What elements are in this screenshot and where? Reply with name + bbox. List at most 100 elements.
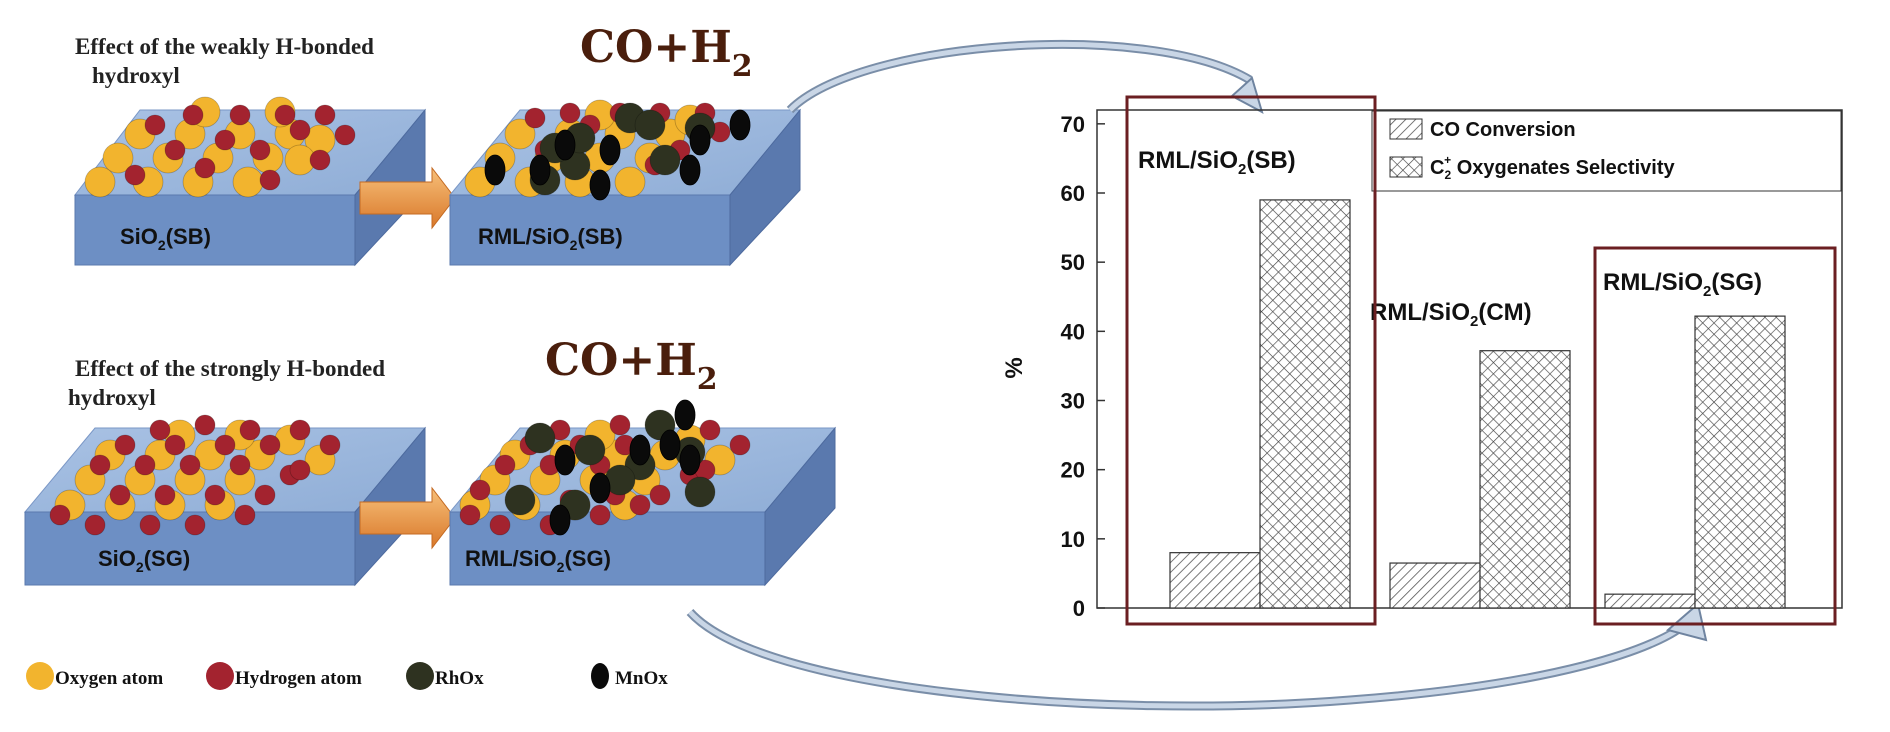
- category-label-2: RML/SiO2(CM): [1370, 299, 1532, 330]
- connector-arrow-bottom-highlight: [688, 610, 1692, 709]
- hydrogen-atom: [179, 454, 201, 476]
- bar-selectivity-3: [1694, 315, 1786, 609]
- hydrogen-atom: [184, 514, 206, 536]
- legend-label-hydrogen-atom: Hydrogen atom: [235, 668, 362, 689]
- connector-arrow-bottom: [686, 608, 1694, 711]
- top-title-line2: hydroxyl: [92, 63, 180, 88]
- hydrogen-atom: [149, 419, 171, 441]
- mnox-particle: [529, 154, 551, 186]
- hydrogen-atom: [289, 119, 311, 141]
- legend-swatch-co: [1389, 118, 1423, 140]
- hydrogen-atom: [164, 434, 186, 456]
- hydrogen-atom: [559, 102, 581, 124]
- slab-rml-sio2-sb: [448, 99, 802, 267]
- atom-layer-rml-sb: [464, 99, 751, 201]
- connector-arrowhead-top: [1230, 76, 1264, 115]
- mnox-particle: [589, 472, 611, 504]
- mnox-particle: [549, 504, 571, 536]
- gas-label-bottom: CO+H2: [545, 335, 718, 397]
- bar-selectivity-1: [1259, 199, 1351, 609]
- hydrogen-atom: [204, 484, 226, 506]
- oxygen-atom: [84, 166, 116, 198]
- atom-layer-sio2-sg: [49, 414, 341, 536]
- hydrogen-atom: [699, 419, 721, 441]
- highlight-box-sg: [1593, 246, 1837, 626]
- hydrogen-atom: [289, 419, 311, 441]
- hydrogen-atom: [182, 104, 204, 126]
- legend-label-rhox: RhOx: [435, 668, 484, 689]
- rhox-particle: [574, 434, 606, 466]
- highlight-box-sb: [1125, 95, 1377, 626]
- y-tick-label: 0: [1073, 596, 1085, 621]
- hydrogen-atom: [469, 479, 491, 501]
- hydrogen-atom: [214, 129, 236, 151]
- y-axis-label: %: [1001, 357, 1028, 378]
- hydrogen-atom: [494, 454, 516, 476]
- hydrogen-atom: [234, 504, 256, 526]
- hydrogen-atom: [254, 484, 276, 506]
- hydrogen-atom: [84, 514, 106, 536]
- mnox-particle: [554, 444, 576, 476]
- legend-swatch-hydrogen-atom: [206, 662, 234, 690]
- category-labels: RML/SiO2(SB) RML/SiO2(CM) RML/SiO2(SG): [1138, 147, 1762, 330]
- hydrogen-atom: [489, 514, 511, 536]
- y-tick-label: 60: [1061, 181, 1085, 206]
- category-label-1: RML/SiO2(SB): [1138, 147, 1296, 178]
- mnox-particle: [674, 399, 696, 431]
- y-tick-label: 70: [1061, 112, 1085, 137]
- hydrogen-atom: [629, 494, 651, 516]
- oxygen-atom: [232, 166, 264, 198]
- mnox-particle: [679, 444, 701, 476]
- support-label-sb: SiO2(SB): [120, 224, 211, 253]
- hydrogen-atom: [319, 434, 341, 456]
- hydrogen-atom: [259, 434, 281, 456]
- hydrogen-atom: [589, 504, 611, 526]
- hydrogen-atom: [89, 454, 111, 476]
- hydrogen-atom: [134, 454, 156, 476]
- hydrogen-atom: [214, 434, 236, 456]
- hydrogen-atom: [144, 114, 166, 136]
- bar-co-conversion-1: [1169, 552, 1261, 609]
- hydrogen-atom: [259, 169, 281, 191]
- hydrogen-atom: [239, 419, 261, 441]
- hydrogen-atom: [124, 164, 146, 186]
- oxygen-atom: [504, 118, 536, 150]
- chart-legend-box: [1371, 110, 1842, 192]
- hydrogen-atom: [109, 484, 131, 506]
- legend-swatch-rhox: [406, 662, 434, 690]
- bottom-title-line1: Effect of the strongly H-bonded: [75, 356, 385, 381]
- hydrogen-atom: [524, 107, 546, 129]
- hydrogen-atom: [249, 139, 271, 161]
- mnox-particle: [679, 154, 701, 186]
- catalyst-label-sg: RML/SiO2(SG): [465, 546, 611, 575]
- oxygen-atom: [614, 166, 646, 198]
- legend-swatch-oxygen-atom: [26, 662, 54, 690]
- legend-label-oxygen-atom: Oxygen atom: [55, 668, 163, 689]
- hydrogen-atom: [274, 104, 296, 126]
- mnox-particle: [484, 154, 506, 186]
- mnox-particle: [599, 134, 621, 166]
- rhox-particle: [634, 109, 666, 141]
- process-arrow-top: [359, 166, 456, 230]
- legend-label-selectivity: C2+ Oxygenates Selectivity: [1430, 153, 1675, 182]
- hydrogen-atom: [49, 504, 71, 526]
- hydrogen-atom: [229, 104, 251, 126]
- bar-chart: % 0 10 20 30 40 50 60 70 RML/SiO2(SB) RML/SiO2(C…: [1001, 95, 1843, 626]
- atom-layer-sio2-sb: [84, 96, 356, 198]
- catalyst-label-sb: RML/SiO2(SB): [478, 224, 623, 253]
- y-axis-ticks: 0 10 20 30 40 50 60 70: [1061, 112, 1105, 621]
- y-tick-label: 50: [1061, 250, 1085, 275]
- hydrogen-atom: [289, 459, 311, 481]
- bottom-title-line2: hydroxyl: [68, 385, 156, 410]
- chart-legend: CO Conversion C2+ Oxygenates Selectivity: [1371, 110, 1842, 192]
- y-tick-label: 40: [1061, 319, 1085, 344]
- hydrogen-atom: [309, 149, 331, 171]
- mnox-particle: [689, 124, 711, 156]
- legend-label-mnox: MnOx: [615, 668, 668, 689]
- legend-label-co: CO Conversion: [1430, 119, 1576, 141]
- hydrogen-atom: [229, 454, 251, 476]
- rhox-particle: [504, 484, 536, 516]
- oxygen-atom: [102, 142, 134, 174]
- bar-selectivity-2: [1479, 350, 1571, 609]
